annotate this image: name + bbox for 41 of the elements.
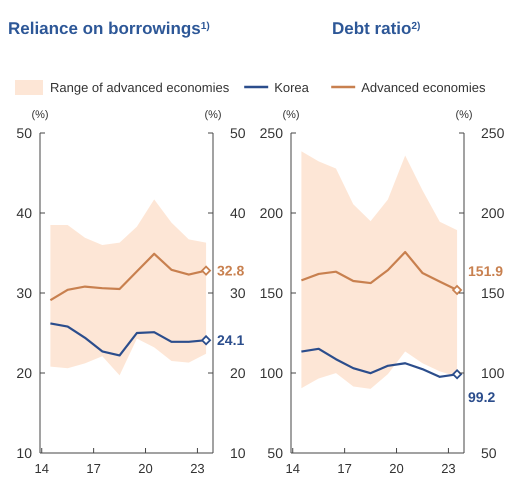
y2-tick-label: 250 (481, 125, 505, 141)
y2-tick-label: 50 (230, 125, 246, 141)
data-label: 151.9 (468, 263, 504, 279)
y-tick-label: 200 (260, 205, 284, 221)
y2-tick-label: 100 (481, 365, 505, 381)
y2-tick-label: 30 (230, 285, 246, 301)
x-tick-label: 17 (337, 461, 352, 476)
x-tick-label: 23 (441, 461, 456, 476)
y-axis-title: (%) (31, 109, 49, 121)
data-label: 32.8 (217, 262, 244, 279)
y-tick-label: 40 (16, 205, 32, 221)
y-tick-label: 100 (260, 365, 284, 381)
legend-label: Advanced economies (361, 80, 486, 95)
y-tick-label: 150 (260, 285, 284, 301)
data-label: 24.1 (217, 332, 244, 348)
data-label: 99.2 (468, 389, 496, 405)
y-tick-label: 10 (16, 445, 32, 461)
y-tick-label: 30 (16, 285, 32, 301)
y2-tick-label: 40 (230, 205, 246, 221)
legend-label: Range of advanced economies (50, 80, 230, 95)
y2-tick-label: 10 (230, 445, 246, 461)
x-tick-label: 17 (86, 461, 101, 476)
x-tick-label: 20 (389, 461, 404, 476)
x-tick-label: 23 (190, 461, 205, 476)
x-tick-label: 20 (138, 461, 153, 476)
legend-label: Korea (274, 80, 310, 95)
y2-tick-label: 20 (230, 365, 246, 381)
chart-title: Debt ratio$^{2)}$ (332, 19, 420, 38)
y2-tick-label: 150 (481, 285, 505, 301)
x-tick-label: 14 (285, 461, 300, 476)
y2-axis-title: (%) (204, 109, 222, 121)
y2-tick-label: 200 (481, 205, 505, 221)
y2-tick-label: 50 (481, 445, 497, 461)
y-axis-title: (%) (282, 109, 300, 121)
chart-title: Reliance on borrowings$^{1)}$ (8, 19, 210, 38)
y-tick-label: 50 (16, 125, 32, 141)
y2-axis-title: (%) (455, 109, 473, 121)
y-tick-label: 50 (267, 445, 284, 461)
x-tick-label: 14 (34, 461, 49, 476)
y-tick-label: 20 (16, 365, 32, 381)
y-tick-label: 250 (260, 125, 284, 141)
